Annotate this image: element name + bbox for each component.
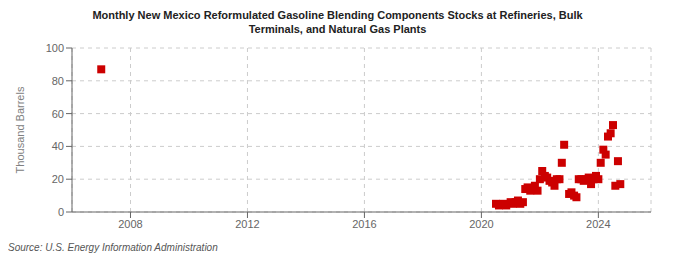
svg-text:2024: 2024 xyxy=(586,218,610,230)
svg-text:2008: 2008 xyxy=(118,218,142,230)
svg-text:Thousand Barrels: Thousand Barrels xyxy=(14,86,26,173)
svg-text:0: 0 xyxy=(58,206,64,218)
svg-text:80: 80 xyxy=(52,75,64,87)
svg-text:2020: 2020 xyxy=(469,218,493,230)
svg-text:2012: 2012 xyxy=(235,218,259,230)
svg-text:2016: 2016 xyxy=(352,218,376,230)
svg-text:100: 100 xyxy=(46,42,64,54)
html-text:Source: U.S. Energy Informatio: Source: U.S. Energy Information Administ… xyxy=(8,242,218,253)
html-text:Monthly New Mexico Reformulate: Monthly New Mexico Reformulated Gasoline… xyxy=(92,9,583,35)
svg-text:20: 20 xyxy=(52,173,64,185)
svg-text:60: 60 xyxy=(52,108,64,120)
svg-text:40: 40 xyxy=(52,140,64,152)
